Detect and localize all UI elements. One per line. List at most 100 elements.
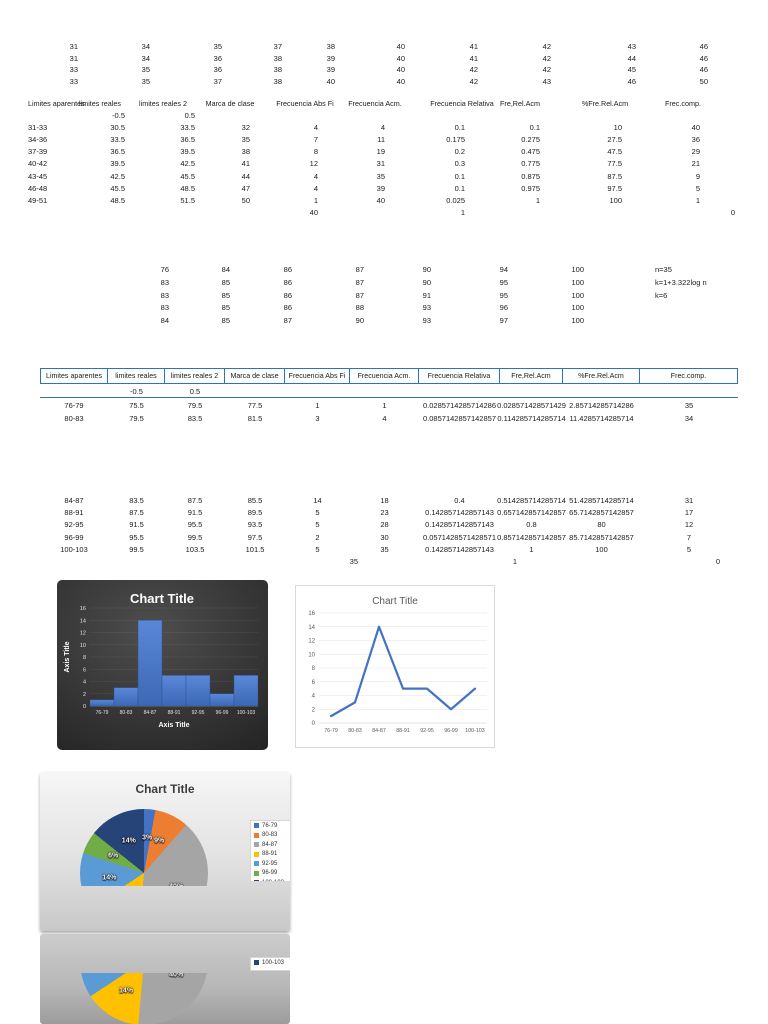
y-tick-label: 14 <box>80 618 86 624</box>
table-cell: -0.5 <box>130 387 143 396</box>
table-cell: 91.5 <box>187 508 203 518</box>
chart-legend: 76-79 80-83 84-87 88-91 92-95 96-99 100-103 <box>250 820 290 882</box>
table-cell: 79.5 <box>129 414 144 423</box>
column-header: Frecuencia Acm. <box>350 368 419 384</box>
table-cell: 40 <box>376 195 385 205</box>
x-tick-label: 88-91 <box>168 710 181 716</box>
legend-item: 100-103 <box>251 958 290 968</box>
table-cell: 0.275 <box>521 135 540 145</box>
x-tick-label: 100-103 <box>237 710 256 716</box>
note-text: k=1+3.322log n <box>655 277 707 287</box>
column-header: Fre,Rel.Acm <box>500 99 540 108</box>
table-cell: 11 <box>377 135 385 145</box>
grid-cell: 35 <box>141 76 150 86</box>
pie-graphic <box>80 973 208 1024</box>
grid-cell: 41 <box>469 42 478 51</box>
y-tick-label: 2 <box>312 707 316 713</box>
table-cell: 101.5 <box>245 544 265 554</box>
table-cell: 0.1 <box>529 123 540 132</box>
note-text: k=6 <box>655 290 668 300</box>
table-cell: 1 <box>382 401 387 410</box>
table-cell: 31-33 <box>28 123 48 132</box>
table-cell: 11.4285714285714 <box>569 414 634 423</box>
grid-cell: 46 <box>627 76 636 86</box>
legend-swatch-icon <box>254 960 259 966</box>
grid-cell: 38 <box>273 65 282 75</box>
table-cell: 43-45 <box>28 171 48 181</box>
y-tick-label: 16 <box>80 606 86 612</box>
table-cell: 10 <box>613 123 622 132</box>
legend-item: 88-91 <box>251 850 290 860</box>
y-tick-label: 4 <box>312 694 316 700</box>
table-cell: 32 <box>241 123 250 132</box>
grid-cell: 86 <box>283 303 292 313</box>
legend-item: 100-103 <box>251 878 290 881</box>
table-cell: 99.5 <box>187 532 203 542</box>
grid-cell: 42 <box>542 42 551 51</box>
table-cell: 100-103 <box>60 544 88 554</box>
table-cell: 35 <box>376 171 385 181</box>
grid-cell: 38 <box>273 53 282 63</box>
grid-cell: 93 <box>422 316 431 326</box>
column-header: Frecuencia Abs Fi <box>276 99 334 108</box>
column-header: Frec.comp. <box>640 368 738 384</box>
table-cell: 0.0285714285714286 <box>423 401 496 410</box>
table-cell: 0.475 <box>521 147 540 157</box>
table-cell: 7 <box>686 532 692 542</box>
table-cell: 33.5 <box>110 135 125 145</box>
grid-cell: 90 <box>355 316 364 326</box>
grid-cell: 88 <box>355 303 364 313</box>
table-cell: 5 <box>315 508 320 518</box>
grid-cell: 87 <box>283 316 292 326</box>
column-header: Frecuencia Relativa <box>430 99 494 108</box>
table-cell: 79.5 <box>187 401 203 410</box>
column-header: Frecuencia Acm. <box>348 99 402 108</box>
column-header: limites reales <box>108 368 165 384</box>
table-cell: 48.5 <box>110 195 125 205</box>
grid-cell: 87 <box>355 277 364 287</box>
total-cell: 35 <box>349 557 358 566</box>
table-cell: 80-83 <box>64 414 84 423</box>
y-tick-label: 14 <box>308 625 315 631</box>
table-cell: 84-87 <box>64 496 84 505</box>
table-cell: 19 <box>376 147 385 157</box>
table-cell: 49-51 <box>28 195 48 205</box>
table-cell: 80 <box>597 520 606 530</box>
table-cell: 41 <box>241 159 250 169</box>
column-header: Frecuencia Relativa <box>419 368 500 384</box>
table-cell: 4 <box>313 171 318 181</box>
table-cell: 35 <box>241 135 250 145</box>
table-cell: 0.025 <box>446 195 465 205</box>
grid-cell: 40 <box>396 65 405 75</box>
table-cell: 87.5 <box>607 171 622 181</box>
legend-label: 76-79 <box>262 822 278 829</box>
table-cell: 96-99 <box>64 532 84 542</box>
table-cell: 37-39 <box>28 147 48 157</box>
grid-cell: 85 <box>221 303 230 313</box>
total-cell: 1 <box>512 557 517 566</box>
column-header: %Fre.Rel.Acm <box>581 99 629 108</box>
legend-label: 80-83 <box>262 832 278 839</box>
legend-swatch-icon <box>254 880 259 881</box>
table-cell: 83.5 <box>129 496 144 505</box>
table-cell: 0.4 <box>454 496 465 505</box>
table-cell: 97.5 <box>247 532 263 542</box>
grid-cell: 86 <box>283 290 292 300</box>
total-cell: 40 <box>309 208 318 217</box>
grid-cell: 46 <box>699 65 708 75</box>
grid-cell: 87 <box>355 290 364 300</box>
histogram-bar <box>137 620 163 707</box>
table-cell: 39.5 <box>110 159 125 169</box>
data-label: 6% <box>108 852 119 860</box>
grid-cell: 83 <box>160 277 169 287</box>
table-cell: 100 <box>609 195 622 205</box>
table-cell: 0.2 <box>454 147 465 157</box>
table-cell: 65.7142857142857 <box>569 508 634 518</box>
chart-title: Chart Title <box>372 596 418 607</box>
grid-cell: 41 <box>469 53 478 63</box>
histogram-bar <box>185 675 211 707</box>
table-cell: -0.5 <box>112 111 125 120</box>
grid-cell: 76 <box>160 265 169 274</box>
grid-cell: 39 <box>326 65 335 75</box>
grid-cell: 35 <box>141 65 150 75</box>
